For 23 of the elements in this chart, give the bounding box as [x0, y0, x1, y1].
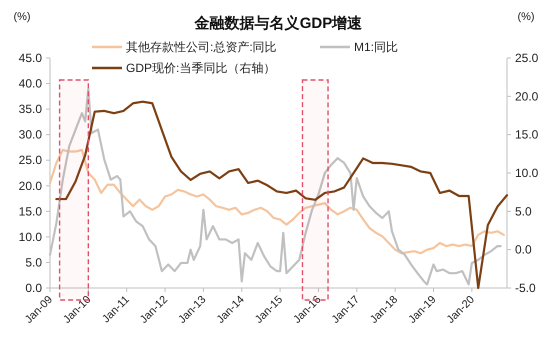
y-tick-label: 15.0	[18, 204, 42, 218]
y2-tick-label: 25.0	[515, 51, 539, 65]
y-tick-label: 25.0	[18, 153, 42, 168]
y2-tick-label: 15.0	[515, 128, 539, 142]
legend-label: GDP现价:当季同比（右轴）	[126, 61, 276, 75]
y2-tick-label: 5.0	[515, 204, 532, 218]
y-tick-label: 20.0	[18, 178, 42, 193]
legend-label: 其他存款性公司:总资产:同比	[126, 40, 277, 54]
y-tick-label: 45.0	[18, 51, 42, 65]
y2-tick-label: 20.0	[515, 89, 539, 104]
y-tick-label: 30.0	[18, 128, 42, 142]
legend-label: M1:同比	[354, 40, 398, 54]
y2-tick-label: -5.0	[515, 281, 536, 295]
y-tick-label: 0.0	[25, 281, 42, 295]
chart-title: 金融数据与名义GDP增速	[194, 14, 364, 32]
y-tick-label: 10.0	[18, 230, 42, 244]
y2-axis-title: (%)	[517, 11, 535, 23]
y-tick-label: 35.0	[18, 102, 42, 116]
y-tick-label: 40.0	[18, 76, 42, 91]
y-axis-title: (%)	[13, 11, 31, 23]
y2-tick-label: 0.0	[515, 242, 532, 257]
y-tick-label: 5.0	[25, 255, 42, 270]
y2-tick-label: 10.0	[515, 166, 539, 180]
